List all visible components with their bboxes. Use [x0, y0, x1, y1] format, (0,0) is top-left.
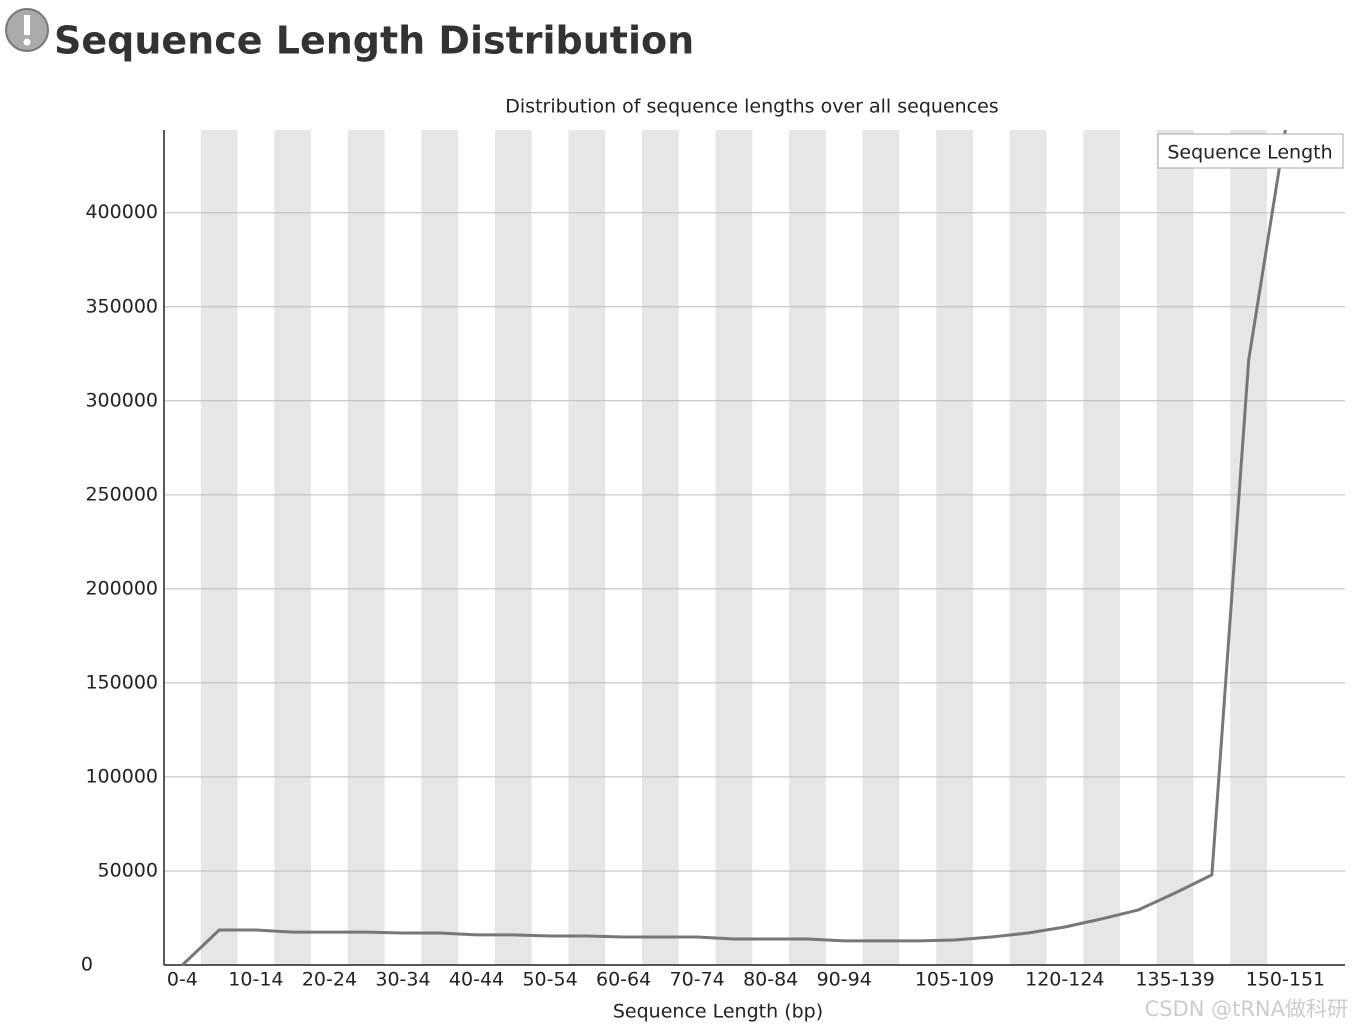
x-tick-label: 120-124	[1025, 969, 1104, 991]
y-tick-label: 400000	[85, 201, 158, 223]
stripe	[1156, 130, 1194, 965]
x-tick-label: 135-139	[1135, 969, 1214, 991]
y-tick-label: 300000	[85, 389, 158, 411]
y-tick-label: 0	[81, 954, 93, 976]
x-tick-label: 70-74	[670, 969, 725, 991]
stripe	[421, 130, 459, 965]
stripes	[200, 130, 1268, 965]
x-tick-label: 60-64	[596, 969, 651, 991]
watermark: CSDN @tRNA做科研	[1145, 997, 1348, 1021]
stripe	[789, 130, 826, 965]
stripe	[200, 130, 238, 965]
x-tick-label: 105-109	[915, 969, 994, 991]
x-tick-label: 0-4	[167, 969, 198, 991]
stripe	[347, 130, 385, 965]
stripe	[1009, 130, 1047, 965]
x-tick-label: 40-44	[449, 969, 504, 991]
legend-label: Sequence Length	[1167, 142, 1332, 164]
x-tick-label: 50-54	[522, 969, 577, 991]
data-line	[181, 129, 1287, 967]
y-tick-label: 200000	[85, 577, 158, 599]
stripe	[1083, 130, 1120, 965]
stripe	[936, 130, 973, 965]
x-tick-label: 20-24	[302, 969, 357, 991]
page-title: Sequence Length Distribution	[54, 19, 694, 63]
y-tick-label: 100000	[85, 765, 158, 787]
stripe	[274, 130, 312, 965]
x-tick-label: 150-151	[1246, 969, 1325, 991]
x-tick-label: 80-84	[743, 969, 798, 991]
chart-title: Distribution of sequence lengths over al…	[505, 96, 998, 118]
warning-icon-bar	[24, 15, 30, 35]
stripe	[494, 130, 532, 965]
legend-box	[1157, 133, 1344, 169]
y-tick-label: 150000	[85, 671, 158, 693]
stripe	[715, 130, 753, 965]
warning-icon-dot	[23, 38, 31, 46]
stripe	[568, 130, 606, 965]
y-tick-label: 250000	[85, 483, 158, 505]
x-tick-label: 90-94	[817, 969, 872, 991]
x-tick-label: 10-14	[228, 969, 283, 991]
x-axis-label: Sequence Length (bp)	[613, 1001, 823, 1023]
y-tick-label: 350000	[85, 295, 158, 317]
y-tick-label: 50000	[98, 859, 158, 881]
stripe	[862, 130, 900, 965]
x-tick-label: 30-34	[375, 969, 430, 991]
stripe	[641, 130, 679, 965]
